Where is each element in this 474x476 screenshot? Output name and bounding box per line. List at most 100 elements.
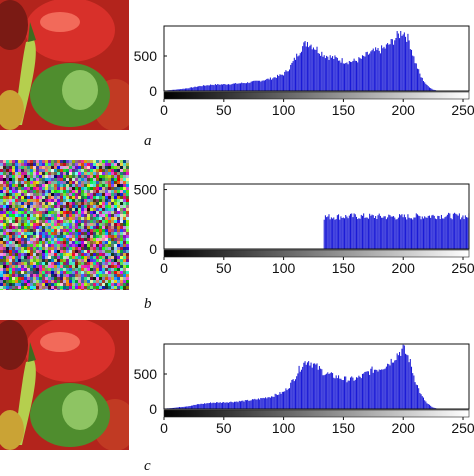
histogram-bar bbox=[314, 363, 316, 409]
histogram-bar bbox=[428, 87, 430, 91]
histogram-bar bbox=[419, 73, 421, 91]
histogram-bar bbox=[413, 217, 415, 249]
x-tick-label: 100 bbox=[272, 260, 296, 276]
histogram-bar bbox=[369, 53, 371, 91]
histogram-bar bbox=[399, 352, 401, 409]
histogram-bar bbox=[389, 44, 391, 91]
histogram-bar bbox=[329, 373, 331, 409]
histogram-bar bbox=[345, 63, 347, 91]
histogram-bar bbox=[414, 217, 416, 249]
histogram-bar bbox=[335, 375, 337, 409]
histogram-bar bbox=[265, 79, 267, 91]
histogram-bar bbox=[241, 400, 243, 409]
histogram-bar bbox=[192, 405, 194, 409]
histogram-bar bbox=[346, 382, 348, 409]
histogram-bar bbox=[412, 55, 414, 91]
histogram-bar bbox=[379, 369, 381, 409]
histogram-bar bbox=[300, 51, 302, 91]
histogram-bar bbox=[214, 84, 216, 91]
histogram-bar bbox=[187, 406, 189, 409]
histogram-bar bbox=[287, 388, 289, 409]
histogram-bar bbox=[420, 394, 422, 409]
histogram-bar bbox=[190, 87, 192, 91]
histogram-bar bbox=[372, 215, 374, 249]
histogram-bar bbox=[430, 88, 432, 91]
histogram-bar bbox=[424, 216, 426, 249]
histogram-bar bbox=[383, 216, 385, 249]
histogram-bar bbox=[345, 214, 347, 249]
x-tick-label: 100 bbox=[272, 420, 296, 436]
histogram-bar bbox=[353, 380, 355, 409]
histogram-bar bbox=[395, 219, 397, 249]
histogram-bar bbox=[388, 44, 390, 91]
histogram-bar bbox=[408, 362, 410, 409]
histogram-bar bbox=[194, 86, 196, 91]
histogram-bar bbox=[280, 393, 282, 409]
histogram-bar bbox=[371, 50, 373, 91]
histogram-bar bbox=[373, 218, 375, 249]
histogram-bar bbox=[222, 402, 224, 409]
histogram-bar bbox=[243, 83, 245, 91]
histogram-bar bbox=[415, 213, 417, 249]
histogram-bar bbox=[227, 84, 230, 91]
histogram-bar bbox=[336, 378, 338, 409]
histogram-bar bbox=[302, 366, 304, 409]
histogram-bar bbox=[375, 216, 377, 249]
x-tick-label: 200 bbox=[392, 420, 416, 436]
histogram-bar bbox=[190, 405, 192, 409]
histogram-bar bbox=[351, 376, 353, 409]
histogram-bar bbox=[322, 375, 324, 409]
histogram-bar bbox=[226, 84, 228, 91]
histogram-bar bbox=[412, 373, 414, 409]
histogram-bar bbox=[321, 51, 323, 91]
histogram-bar bbox=[266, 78, 268, 91]
histogram-bar bbox=[299, 53, 301, 91]
histogram-bar bbox=[400, 215, 402, 249]
plot-frame bbox=[163, 183, 470, 250]
histogram-bar bbox=[223, 84, 225, 91]
histogram-bar bbox=[279, 74, 281, 91]
histogram-bar bbox=[281, 391, 283, 409]
histogram-bar bbox=[210, 84, 212, 91]
histogram-bar bbox=[259, 80, 261, 91]
histogram-bar bbox=[242, 83, 244, 91]
histogram-bar bbox=[171, 407, 173, 409]
histogram-bar bbox=[177, 407, 179, 409]
histogram-bar bbox=[431, 88, 433, 91]
histogram-bar bbox=[375, 47, 377, 91]
histogram-bar bbox=[245, 83, 247, 91]
histogram-bar bbox=[292, 61, 294, 91]
histogram-bar bbox=[339, 378, 341, 409]
histogram-bar bbox=[225, 84, 227, 91]
histogram-bar bbox=[432, 214, 434, 249]
histogram-bar bbox=[330, 57, 332, 91]
histogram-bar bbox=[297, 373, 299, 409]
histogram-bar bbox=[375, 369, 377, 409]
histogram-c: 0 50 100 150 200 250 0 500 bbox=[129, 318, 474, 458]
histogram-bar bbox=[341, 58, 343, 91]
intensity-colorbar bbox=[163, 409, 470, 418]
histogram-bar bbox=[219, 84, 221, 91]
histogram-bar bbox=[260, 81, 262, 91]
histogram-bar bbox=[387, 363, 389, 409]
histogram-bar bbox=[426, 403, 428, 409]
histogram-bar bbox=[229, 402, 231, 409]
histogram-bar bbox=[449, 213, 451, 249]
histogram-bar bbox=[407, 214, 409, 249]
histogram-bar bbox=[407, 33, 409, 91]
y-tick-label: 500 bbox=[134, 48, 158, 64]
histogram-bar bbox=[378, 369, 380, 409]
histogram-bar bbox=[425, 217, 427, 249]
histogram-bar bbox=[338, 375, 340, 409]
caption-c: c bbox=[144, 458, 151, 474]
histogram-bar bbox=[250, 81, 252, 91]
histogram-bar bbox=[254, 398, 256, 409]
histogram-bar bbox=[336, 57, 338, 91]
histogram-bar bbox=[437, 215, 439, 249]
histogram-bar bbox=[306, 42, 308, 91]
histogram-bar bbox=[344, 218, 346, 249]
histogram-bar bbox=[261, 80, 263, 91]
histogram-bar bbox=[414, 63, 416, 91]
histogram-bar bbox=[342, 217, 344, 249]
histogram-bar bbox=[355, 60, 358, 91]
